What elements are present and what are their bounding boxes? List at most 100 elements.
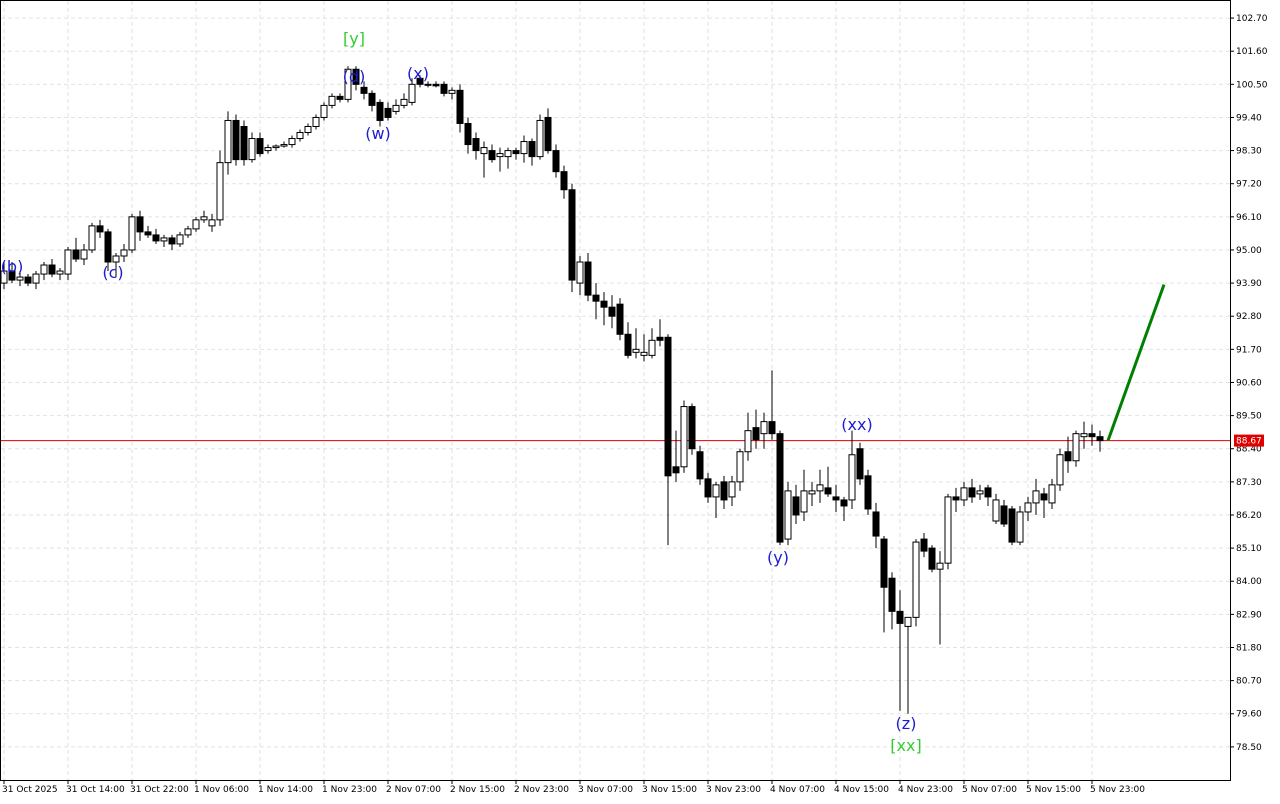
candle-body [368,92,376,106]
candle-body [952,496,960,501]
candle-body [776,433,784,543]
y-tick-label: 96.10 [1236,213,1262,223]
candle-body [1072,433,1080,462]
x-tick-label: 3 Nov 07:00 [578,785,633,795]
candle-body [112,255,120,263]
candle-body [544,116,552,152]
candle-body [504,150,512,158]
wave-label: (x) [407,64,429,83]
candle-body [560,171,568,191]
x-tick-label: 31 Oct 14:00 [66,785,125,795]
current-price-label: 88.67 [1236,437,1262,447]
candle-body [824,487,832,495]
candle-body [288,138,296,146]
candle-body [416,77,424,85]
candle-body [64,249,72,275]
candle-body [512,150,520,155]
wave-label: (c) [102,263,123,282]
x-tick-label: 1 Nov 06:00 [194,785,249,795]
candle-body [136,216,144,233]
candle-body [24,276,32,284]
candle-body [184,228,192,236]
y-tick-label: 102.70 [1236,14,1268,24]
candle-body [584,261,592,296]
wave-label: (y) [767,548,789,567]
y-tick-label: 92.80 [1236,312,1262,322]
candle-body [392,104,400,112]
candle-body [1016,511,1024,543]
candle-body [944,496,952,564]
y-tick-label: 86.20 [1236,511,1262,521]
x-tick-label: 31 Oct 2025 [2,785,58,795]
y-tick-label: 101.60 [1236,47,1268,57]
candle-body [280,144,288,147]
candle-body [784,490,792,540]
y-tick-label: 95.00 [1236,246,1262,256]
candle-body [0,270,8,284]
candle-body [192,219,200,230]
candle-body [472,138,480,152]
candle-body [208,219,216,227]
candle-body [712,484,720,498]
y-tick-label: 88.40 [1236,445,1262,455]
candle-body [360,86,368,94]
y-tick-label: 79.60 [1236,710,1262,720]
candle-body [296,132,304,140]
candle-body [448,89,456,94]
candle-body [152,234,160,242]
candle-body [848,454,856,501]
candle-body [104,231,112,263]
candle-body [1096,436,1104,442]
wave-label: (w) [365,124,391,143]
candle-body [984,487,992,498]
candle-body [344,68,352,100]
candle-body [888,577,896,612]
candle-body [304,125,312,134]
x-tick-label: 3 Nov 15:00 [642,785,697,795]
x-tick-label: 4 Nov 07:00 [770,785,825,795]
candle-body [656,336,664,341]
candle-body [768,421,776,435]
candle-body [840,499,848,507]
candle-body [728,481,736,498]
candle-body [456,89,464,124]
x-tick-label: 1 Nov 23:00 [322,785,377,795]
wave-label: [y] [343,29,365,48]
candle-body [536,119,544,158]
x-tick-label: 4 Nov 15:00 [834,785,889,795]
candle-body [648,339,656,356]
candle-body [864,475,872,510]
candle-body [632,348,640,353]
candle-body [616,303,624,335]
candle-body [240,125,248,161]
x-tick-label: 2 Nov 15:00 [450,785,505,795]
candle-body [1064,451,1072,462]
y-tick-label: 97.20 [1236,180,1262,190]
candle-body [880,538,888,588]
candle-body [56,270,64,275]
candle-body [1048,484,1056,504]
candle-body [216,162,224,221]
forecast-line [1106,284,1166,442]
wave-label: (d) [343,67,366,86]
candle-body [1008,508,1016,543]
y-tick-label: 87.30 [1236,478,1262,488]
wave-label: [xx] [890,736,921,755]
candle-body [496,153,504,158]
candle-body [480,147,488,155]
candle-body [408,83,416,103]
wave-label: (z) [896,714,917,733]
candle-body [936,562,944,570]
candle-body [520,141,528,155]
candle-body [920,538,928,552]
candle-body [40,264,48,275]
candle-body [464,122,472,146]
candle-body [352,68,360,85]
candle-body [176,234,184,245]
candle-body [160,237,168,242]
candle-body [488,150,496,161]
candle-body [744,430,752,453]
candle-body [832,496,840,501]
candle-body [680,406,688,468]
